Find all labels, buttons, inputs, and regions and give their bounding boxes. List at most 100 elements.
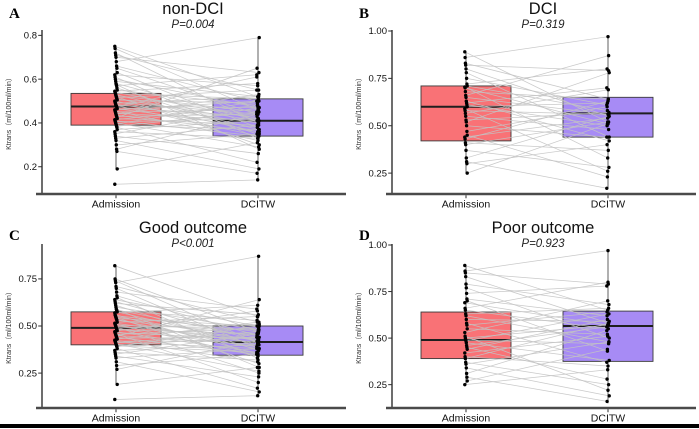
pair-line [465,324,609,339]
pair-line [467,134,608,178]
point-admission [463,89,468,94]
point-admission [115,66,119,70]
pair-line [466,367,610,397]
point-admission [464,274,468,279]
pair-line [115,343,259,372]
plot-area-dci: 0.25 0.50 0.75 1.00 Admission DCITW Ktrans（ml/… [355,26,696,211]
y-tick-label: 0.50 [19,321,38,332]
pair-line [116,76,257,107]
pair-line [465,272,609,285]
pair-line [115,140,259,170]
pair-line [466,77,607,106]
pair-lines [114,255,260,400]
pair-line [466,298,608,317]
point-admission [465,375,469,379]
pair-line [465,64,609,72]
point-dcitw [256,254,261,259]
pair-line [116,98,258,122]
pair-line [114,265,258,317]
pair-line [115,331,259,344]
point-admission [115,346,119,351]
pair-line [116,310,258,321]
pair-line [115,107,259,135]
point-dcitw [257,127,261,132]
point-dcitw [606,156,610,160]
point-admission [464,341,468,345]
point-dcitw [607,110,611,115]
pair-line [115,118,259,123]
pair-line [114,395,258,400]
pair-line [465,361,609,386]
pair-line [117,142,258,170]
plot-area-poor-outcome: 0.25 0.50 0.75 1.00 Admission DCITW Ktrans（ml/… [355,240,696,425]
point-dcitw [605,67,609,71]
pair-line [466,319,610,322]
point-admission [463,55,467,60]
point-dcitw [606,321,610,325]
point-dcitw [607,70,611,75]
point-dcitw [256,303,260,307]
point-admission [113,397,117,402]
point-admission [465,327,469,331]
figure-bottom-border [0,424,699,428]
panel-a-non-dci: 0.2 0.4 0.6 0.8 Admission DCITW Ktrans（ml/100m… [0,0,349,215]
point-dcitw [606,99,610,103]
point-admission [463,50,467,54]
pair-line [115,95,259,113]
y-axis-title: Ktrans（ml/100ml/min） [355,74,363,150]
point-admission [464,70,468,75]
x-tick-label: DCITW [241,199,275,211]
pair-line [466,106,608,132]
point-admission [464,366,468,370]
point-dcitw [257,99,261,103]
point-dcitw [255,112,259,116]
point-dcitw [606,127,611,132]
point-dcitw [255,171,259,175]
point-dcitw [255,320,260,324]
pair-line [465,112,609,121]
point-dcitw [255,75,259,79]
point-admission [114,143,119,147]
panel-letter-d: D [359,228,370,244]
pair-line [465,142,609,151]
pair-line [116,89,257,99]
point-dcitw [607,394,611,398]
pair-line [114,131,258,139]
point-admission [115,296,119,300]
pair-line [115,100,259,125]
panel-b-dci: 0.25 0.50 0.75 1.00 Admission DCITW Ktrans（ml/… [350,0,699,215]
pair-line [115,52,259,124]
panel-c-good-outcome: 0.25 0.50 0.75 Admission DCITW Ktrans（ml/100m… [0,214,349,429]
pair-line [115,351,259,361]
point-dcitw [606,248,610,253]
point-admission [113,264,117,268]
point-dcitw [255,386,260,390]
pair-line [114,83,258,92]
point-dcitw [256,380,260,385]
point-admission [113,182,117,186]
pair-line [465,283,609,305]
point-admission [463,137,467,141]
point-dcitw [606,382,611,387]
point-admission [465,379,469,383]
y-tick-label: 0.50 [369,121,388,132]
point-admission [114,290,119,294]
pair-line [467,348,608,382]
point-dcitw [606,368,610,372]
y-axis-title: Ktrans（ml/100ml/min） [355,288,363,364]
point-dcitw [257,35,261,40]
point-dcitw [256,343,260,347]
point-admission [464,317,468,322]
pair-line [117,348,258,389]
point-dcitw [607,358,611,363]
point-admission [114,356,118,360]
point-dcitw [605,399,609,404]
y-tick-label: 0.75 [19,274,38,285]
point-dcitw [606,280,610,284]
point-admission [464,67,468,71]
point-dcitw [257,92,261,97]
point-admission [114,280,118,285]
y-tick-label: 0.25 [19,368,38,379]
point-admission [465,133,469,137]
